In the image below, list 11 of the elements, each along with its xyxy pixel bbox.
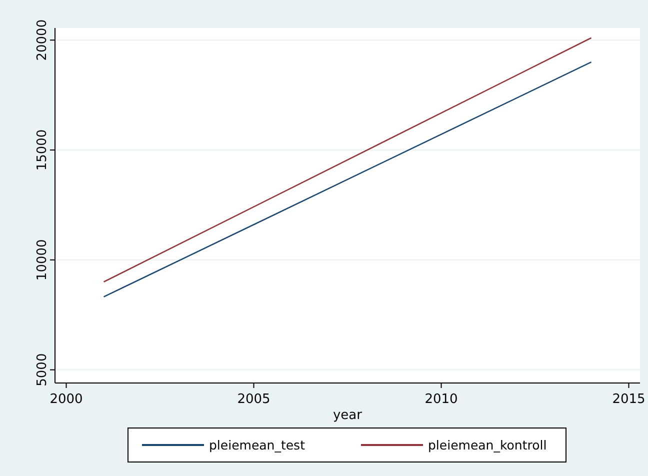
y-tick-label: 5000 xyxy=(35,353,50,386)
x-axis-title: year xyxy=(332,408,363,423)
y-tick-label: 15000 xyxy=(35,129,50,171)
x-tick-label: 2005 xyxy=(237,392,270,407)
y-tick-label: 10000 xyxy=(35,239,50,281)
y-tick-label: 20000 xyxy=(35,19,50,61)
legend-label: pleiemean_kontroll xyxy=(428,438,547,452)
x-tick-label: 2010 xyxy=(424,392,458,407)
legend-label: pleiemean_test xyxy=(209,438,306,452)
x-tick-label: 2000 xyxy=(50,392,83,407)
x-tick-label: 2015 xyxy=(612,392,646,407)
